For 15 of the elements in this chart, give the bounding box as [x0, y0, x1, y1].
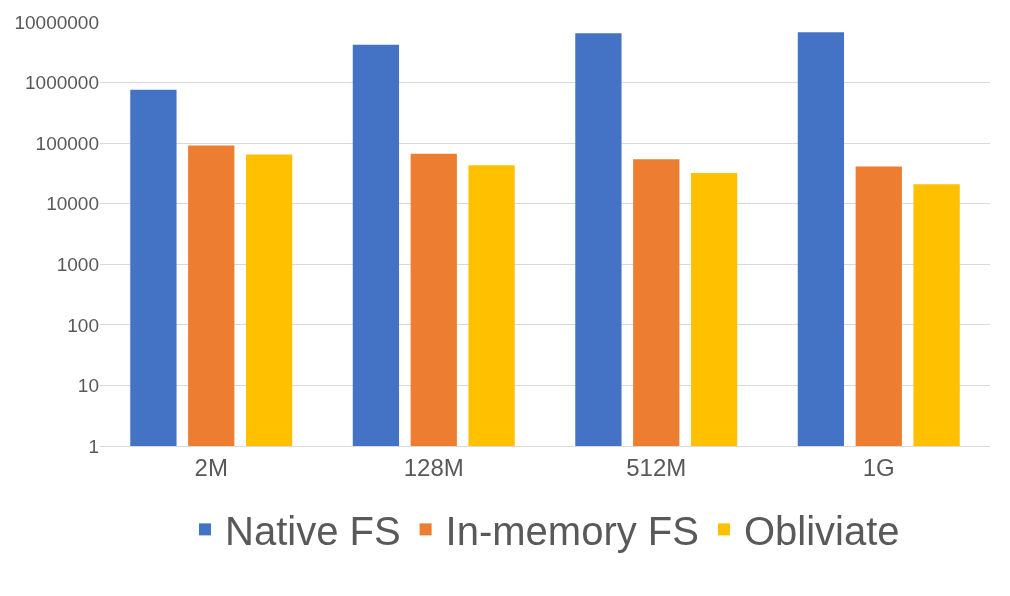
x-tick-label: 1G [862, 453, 895, 481]
y-tick-label: 1000000 [25, 72, 99, 94]
y-tick-label: 1000 [56, 253, 99, 275]
legend-label: Native FS [225, 508, 401, 553]
legend-label: In-memory FS [445, 508, 699, 553]
y-tick-label: 100000 [35, 132, 99, 154]
x-tick-label: 512M [626, 453, 687, 481]
y-tick-label: 10 [77, 375, 99, 397]
y-tick-label: 100 [67, 314, 99, 336]
x-tick-label: 128M [403, 453, 464, 481]
y-tick-label: 10000000 [14, 11, 99, 33]
y-tick-label: 10000 [46, 193, 99, 215]
x-tick-label: 2M [194, 453, 228, 481]
y-tick-label: 1 [88, 435, 99, 457]
legend-label: Obliviate [743, 508, 900, 553]
